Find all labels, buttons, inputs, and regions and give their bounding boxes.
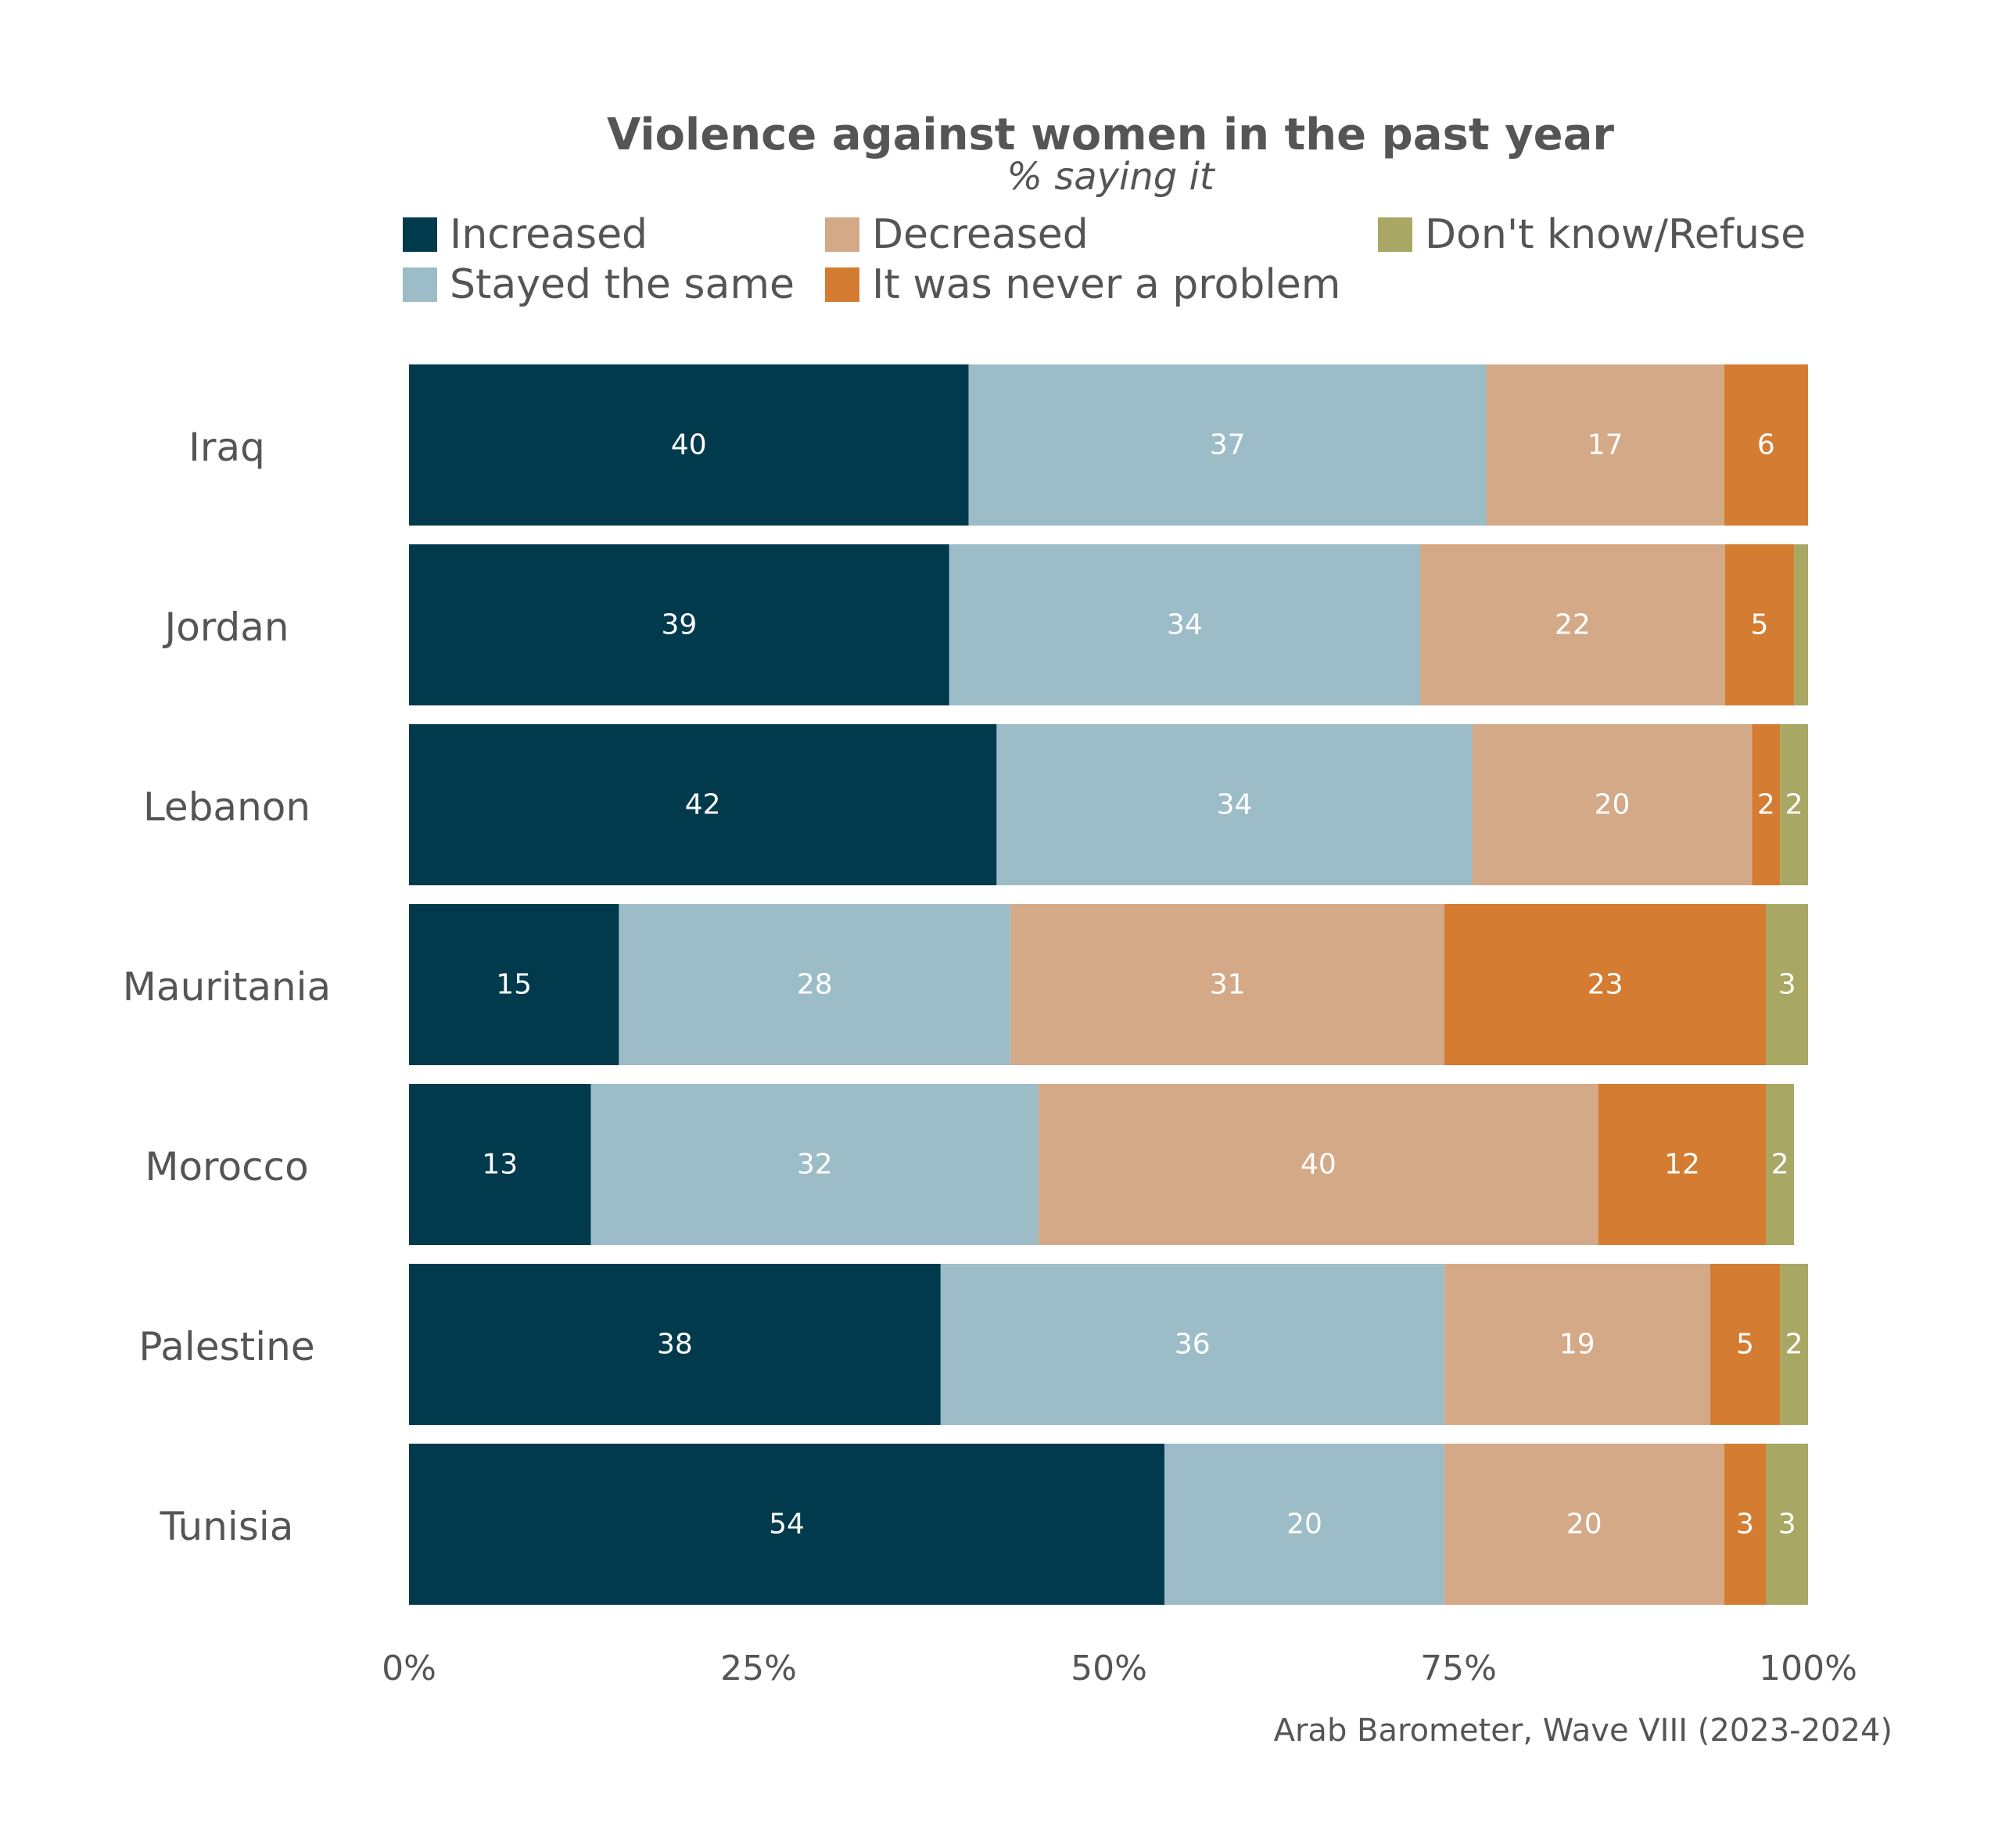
bar-morocco-don-t-know-refuse [1766,1084,1795,1245]
data-label-lebanon-stayed-the-same: 34 [1217,789,1253,821]
legend-label-stayed-the-same: Stayed the same [450,261,795,308]
bar-palestine-don-t-know-refuse [1780,1264,1808,1425]
bar-morocco-stayed-the-same [590,1084,1039,1245]
legend-swatch-dont-know [1378,217,1412,252]
chart-subtitle: % saying it [1006,155,1214,199]
data-label-morocco-decreased: 40 [1301,1149,1336,1181]
bar-mauritania-stayed-the-same [619,904,1011,1065]
bar-mauritania-increased [409,904,619,1065]
data-label-morocco-it-was-never-a-problem: 12 [1664,1149,1700,1181]
legend-label-never-a-problem: It was never a problem [872,261,1341,308]
bar-tunisia-stayed-the-same [1164,1444,1444,1605]
bar-jordan-stayed-the-same [949,544,1420,705]
x-tick-label-100: 100% [1759,1649,1857,1688]
bar-lebanon-increased [409,724,997,885]
category-label-palestine: Palestine [138,1324,315,1369]
data-label-tunisia-decreased: 20 [1566,1509,1602,1541]
category-label-iraq: Iraq [188,425,265,470]
category-label-tunisia: Tunisia [160,1504,294,1549]
x-tick-label-0: 0% [382,1649,436,1688]
bar-tunisia-decreased [1444,1444,1724,1605]
data-label-lebanon-increased: 42 [685,789,721,821]
bar-lebanon-don-t-know-refuse [1780,724,1808,885]
legend-item-decreased: Decreased [825,211,1089,258]
data-label-mauritania-increased: 15 [496,969,532,1001]
bar-iraq-stayed-the-same [968,364,1487,526]
bar-mauritania-don-t-know-refuse [1766,904,1808,1065]
bar-tunisia-it-was-never-a-problem [1724,1444,1767,1605]
data-label-tunisia-stayed-the-same: 20 [1286,1509,1322,1541]
legend-item-increased: Increased [403,211,648,258]
data-label-morocco-increased: 13 [482,1149,518,1181]
x-tick-label-75: 75% [1420,1649,1497,1688]
bar-lebanon-it-was-never-a-problem [1752,724,1781,885]
data-label-palestine-increased: 38 [657,1329,693,1361]
bar-jordan-decreased [1420,544,1725,705]
data-label-tunisia-don-t-know-refuse: 3 [1778,1509,1796,1541]
bar-jordan-it-was-never-a-problem [1724,544,1795,705]
data-label-tunisia-increased: 54 [769,1509,805,1541]
bar-iraq-increased [409,364,969,526]
data-label-palestine-don-t-know-refuse: 2 [1785,1329,1803,1361]
bar-palestine-increased [409,1264,941,1425]
bar-palestine-it-was-never-a-problem [1710,1264,1781,1425]
data-label-morocco-stayed-the-same: 32 [797,1149,833,1181]
data-label-palestine-decreased: 19 [1559,1329,1595,1361]
legend-swatch-decreased [825,217,859,252]
legend-label-increased: Increased [450,211,648,258]
data-label-tunisia-it-was-never-a-problem: 3 [1736,1509,1754,1541]
data-label-jordan-decreased: 22 [1555,609,1591,641]
legend-swatch-never-a-problem [825,267,859,302]
legend-item-never-a-problem: It was never a problem [825,261,1341,308]
bar-morocco-increased [409,1084,591,1245]
bar-mauritania-decreased [1010,904,1444,1065]
data-label-morocco-don-t-know-refuse: 2 [1771,1149,1789,1181]
bar-mauritania-it-was-never-a-problem [1444,904,1767,1065]
data-label-mauritania-it-was-never-a-problem: 23 [1588,969,1623,1001]
bar-lebanon-decreased [1472,724,1753,885]
bar-morocco-it-was-never-a-problem [1598,1084,1767,1245]
data-label-lebanon-don-t-know-refuse: 2 [1785,789,1803,821]
legend-label-dont-know: Don't know/Refuse [1425,211,1806,258]
data-label-iraq-decreased: 17 [1588,429,1623,461]
legend-swatch-stayed-the-same [403,267,437,302]
data-label-mauritania-don-t-know-refuse: 3 [1778,969,1796,1001]
data-label-jordan-increased: 39 [661,609,697,641]
data-label-mauritania-stayed-the-same: 28 [797,969,833,1001]
bar-morocco-decreased [1039,1084,1598,1245]
category-label-mauritania: Mauritania [122,964,332,1010]
bar-iraq-it-was-never-a-problem [1724,364,1808,526]
data-label-jordan-it-was-never-a-problem: 5 [1751,609,1769,641]
bar-jordan-don-t-know-refuse [1794,544,1808,705]
bar-tunisia-don-t-know-refuse [1766,1444,1808,1605]
data-label-iraq-it-was-never-a-problem: 6 [1757,429,1775,461]
x-tick-label-25: 25% [720,1649,797,1688]
data-label-lebanon-it-was-never-a-problem: 2 [1757,789,1775,821]
category-label-lebanon: Lebanon [142,784,311,830]
chart-title: Violence against women in the past year [607,109,1614,160]
bar-lebanon-stayed-the-same [996,724,1473,885]
source-caption: Arab Barometer, Wave VIII (2023-2024) [1273,1713,1893,1749]
category-label-jordan: Jordan [164,605,289,650]
data-label-palestine-stayed-the-same: 36 [1175,1329,1211,1361]
bar-tunisia-increased [409,1444,1165,1605]
data-label-mauritania-decreased: 31 [1210,969,1246,1001]
legend-label-decreased: Decreased [872,211,1089,258]
legend-item-dont-know: Don't know/Refuse [1378,211,1806,258]
bar-jordan-increased [409,544,949,705]
bar-iraq-decreased [1486,364,1724,526]
category-label-morocco: Morocco [145,1144,309,1190]
data-label-palestine-it-was-never-a-problem: 5 [1736,1329,1754,1361]
x-tick-label-50: 50% [1071,1649,1147,1688]
data-label-lebanon-decreased: 20 [1595,789,1631,821]
legend-swatch-increased [403,217,437,252]
data-label-jordan-stayed-the-same: 34 [1167,609,1203,641]
data-label-iraq-increased: 40 [671,429,707,461]
data-label-iraq-stayed-the-same: 37 [1210,429,1246,461]
bar-palestine-decreased [1444,1264,1710,1425]
legend-item-stayed-the-same: Stayed the same [403,261,795,308]
bar-palestine-stayed-the-same [940,1264,1444,1425]
